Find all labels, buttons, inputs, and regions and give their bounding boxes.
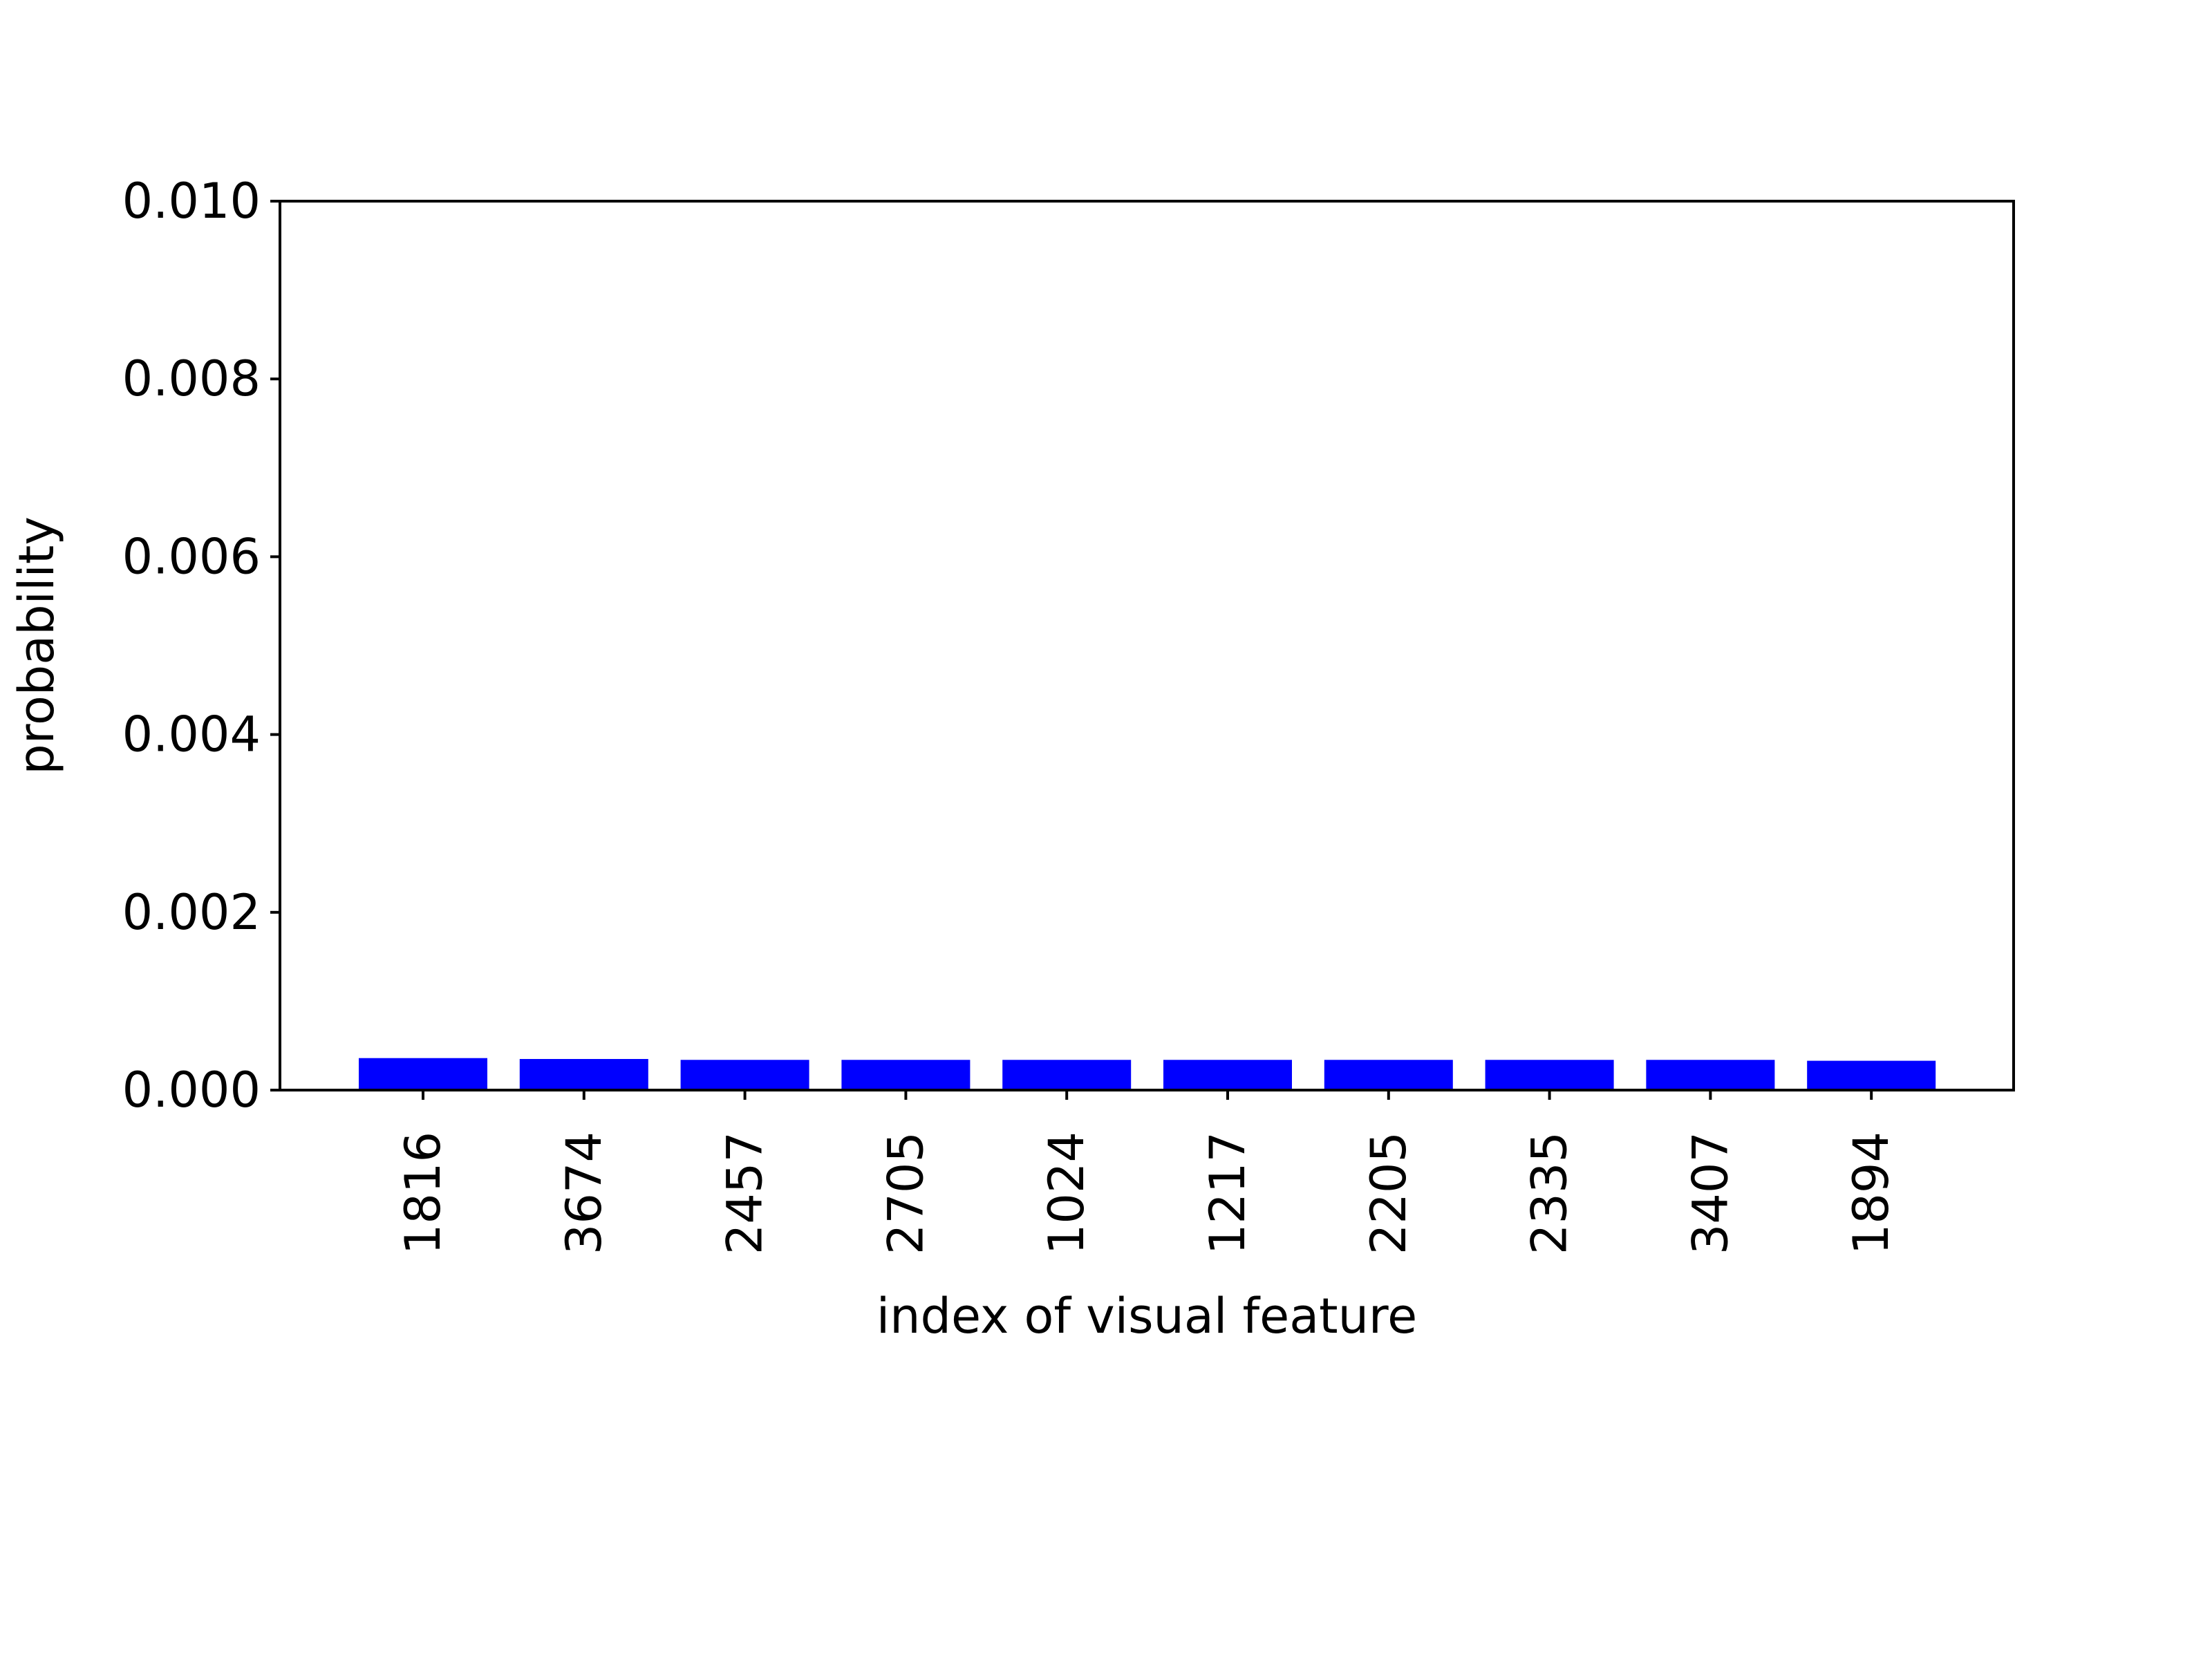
y-axis-ticks: 0.000 0.002 0.004 0.006 0.008 0.010 (122, 173, 280, 1118)
bars-group (359, 1058, 1936, 1090)
y-tick-label: 0.000 (122, 1062, 261, 1118)
bar-3674 (519, 1058, 648, 1090)
bar-2457 (680, 1060, 809, 1090)
bar-1816 (359, 1058, 487, 1090)
x-tick-label: 2705 (877, 1132, 934, 1255)
x-tick-label: 3674 (556, 1132, 612, 1255)
x-tick-label: 2457 (717, 1132, 774, 1255)
x-tick-label: 3407 (1682, 1132, 1738, 1255)
x-tick-label: 1217 (1199, 1132, 1256, 1255)
bar-1024 (1002, 1060, 1132, 1090)
bar-2335 (1485, 1060, 1614, 1090)
bar-2705 (841, 1060, 971, 1090)
y-tick-label: 0.006 (122, 528, 261, 585)
bar-1894 (1807, 1060, 1936, 1090)
y-tick-label: 0.002 (122, 884, 261, 941)
bar-1217 (1163, 1060, 1292, 1090)
y-tick-label: 0.010 (122, 173, 261, 229)
y-tick-label: 0.004 (122, 706, 261, 763)
x-tick-label: 2205 (1360, 1132, 1417, 1255)
x-tick-label: 2335 (1521, 1132, 1578, 1255)
bar-3407 (1646, 1060, 1775, 1090)
y-axis-label: probability (8, 516, 65, 774)
x-tick-label: 1024 (1038, 1132, 1095, 1255)
x-axis-label: index of visual feature (877, 1288, 1418, 1344)
plot-frame (279, 200, 2015, 1091)
x-tick-label: 1894 (1843, 1132, 1900, 1255)
x-axis-ticks: 1816 3674 2457 2705 1024 1217 2205 2335 3407 1894 (395, 1090, 1900, 1255)
y-tick-label: 0.008 (122, 350, 261, 407)
x-tick-label: 1816 (395, 1132, 451, 1255)
bar-2205 (1324, 1060, 1453, 1090)
